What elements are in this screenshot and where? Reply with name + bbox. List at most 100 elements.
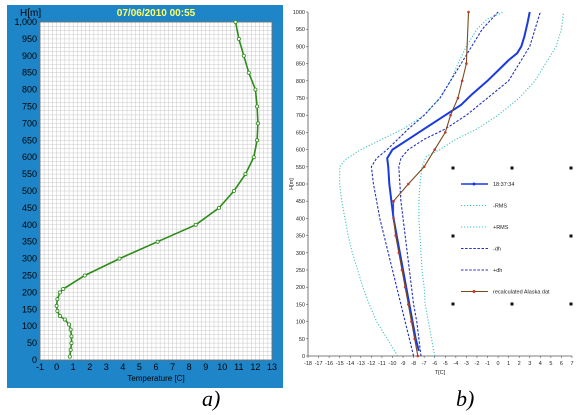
chart-b-legend-label: +dh [493,268,502,274]
chart-a-y-tick-label: 350 [22,237,37,247]
chart-b-data-point [433,148,437,151]
chart-a-y-tick-label: 900 [22,51,37,61]
chart-b-x-tick-label: -18 [304,361,312,367]
chart-b-data-point [456,96,460,100]
chart-b-legend-marker [472,182,476,186]
chart-a-y-tick-label: 950 [22,34,37,44]
chart-a-data-point [255,121,260,126]
chart-b-series-line [398,11,541,357]
chart-b-y-tick-label: 200 [296,285,305,291]
chart-a-y-tick-label: 700 [22,118,37,128]
chart-b-x-tick-label: 0 [497,361,500,367]
caption-b: b) [456,386,475,411]
caption-a: a) [202,386,221,411]
chart-b-series-line [370,11,499,357]
chart-b-legend-handle [569,234,573,238]
chart-b-y-tick-label: 800 [296,79,305,85]
chart-a-x-tick-label: 3 [104,362,109,372]
chart-a-x-tick-label: 6 [153,362,158,372]
chart-b-data-point [407,182,410,186]
chart-b-x-tick-label: -9 [401,361,406,367]
chart-b-data-point [460,79,464,83]
chart-b-legend-label: 18:37:34 [493,182,514,188]
chart-b-series-line [418,11,565,357]
chart-b-legend-handle [569,166,573,170]
chart-b-legend-handle [510,166,514,170]
chart-a-y-tick-label: 800 [22,85,37,95]
chart-a-data-point [82,273,87,278]
chart-a-y-tick-label: 750 [22,102,37,112]
chart-a-data-point [155,239,160,244]
chart-b-x-tick-label: -17 [315,361,323,367]
chart-b-data-point [465,62,468,65]
chart-b-x-tick-label: -13 [357,361,365,367]
chart-a-data-point [243,172,248,177]
chart-b-legend-box [453,168,571,304]
chart-a-y-tick-label: 150 [22,304,37,314]
chart-a-y-tick-label: 200 [22,287,37,297]
chart-a-y-tick-label: 500 [22,186,37,196]
chart-b: 0501001502002503003504004505005506006507… [289,10,574,376]
chart-a-x-tick-label: 4 [120,362,125,372]
chart-a-x-tick-label: 8 [187,362,192,372]
chart-a-y-tick-label: 0 [32,355,37,365]
chart-b-x-tick-label: -11 [378,361,386,367]
chart-b-legend-handle [510,302,514,306]
chart-b-data-point [392,199,395,203]
chart-a-data-point [117,256,122,261]
chart-b-legend-label: recalculated Alaska dat [493,290,550,296]
chart-a-y-tick-label: 250 [22,271,37,281]
chart-b-x-tick-label: -6 [432,361,437,367]
chart-b-y-tick-label: 500 [296,182,305,188]
chart-a-data-point [54,303,59,308]
chart-a-x-tick-label: 11 [234,362,243,372]
chart-a-x-tick-label: -1 [36,362,44,372]
chart-b-y-tick-label: 100 [296,320,305,326]
chart-b-y-tick-label: 0 [302,354,305,360]
chart-b-x-tick-label: -14 [346,361,354,367]
chart-a-x-tick-label: 5 [137,362,142,372]
chart-b-legend-marker [472,290,476,293]
chart-b-legend-label: -RMS [493,204,507,210]
chart-a-x-tick-label: 1 [71,362,76,372]
chart-a-data-point [255,104,260,109]
chart-a-data-point [216,205,221,210]
chart-b-x-tick-label: 6 [560,361,563,367]
chart-a-data-point [193,222,198,227]
chart-b-legend: 18:37:34 -RMS +RMS -dh +dh recalculated Alask… [451,166,573,306]
chart-b-data-point [467,10,470,14]
chart-a-grid [39,21,273,361]
chart-a-data-point [62,317,67,322]
chart-b-data-point [407,303,410,306]
chart-a-y-tick-label: 300 [22,254,37,264]
chart-a-data-point [69,334,74,339]
chart-b-data-point [443,131,447,134]
chart-b-data-point [397,251,401,255]
chart-a-data-point [57,290,62,295]
chart-a-data-point [253,87,258,92]
chart-a-data-point [57,314,62,319]
chart-b-x-tick-label: 4 [539,361,542,367]
chart-a-data-point [67,322,72,327]
chart-b-y-tick-label: 750 [296,96,305,102]
chart-b-y-tick-label: 650 [296,130,305,136]
chart-a-y-tick-label: 650 [22,135,37,145]
chart-a-data-point [61,287,66,292]
chart-a-ylabel: H[m] [20,8,41,19]
chart-b-x-tick-label: -12 [367,361,375,367]
chart-a-y-tick-label: 850 [22,68,37,78]
chart-a-x-tick-label: 7 [170,362,175,372]
chart-b-data-point [449,113,452,117]
chart-a-title: 07/06/2010 00:55 [117,8,196,19]
chart-a-x-tick-label: 0 [54,362,59,372]
chart-b-y-tick-label: 600 [296,148,305,154]
chart-b-x-tick-label: -3 [464,361,469,367]
chart-a-y-tick-label: 550 [22,169,37,179]
chart-b-y-tick-label: 300 [296,251,305,257]
chart-b-x-tick-label: 2 [518,361,521,367]
chart-b-data-point [400,268,404,272]
chart-a-y-tick-label: 50 [27,338,37,348]
chart-a-data-point [233,19,238,24]
chart-b-x-tick-label: 3 [528,361,531,367]
